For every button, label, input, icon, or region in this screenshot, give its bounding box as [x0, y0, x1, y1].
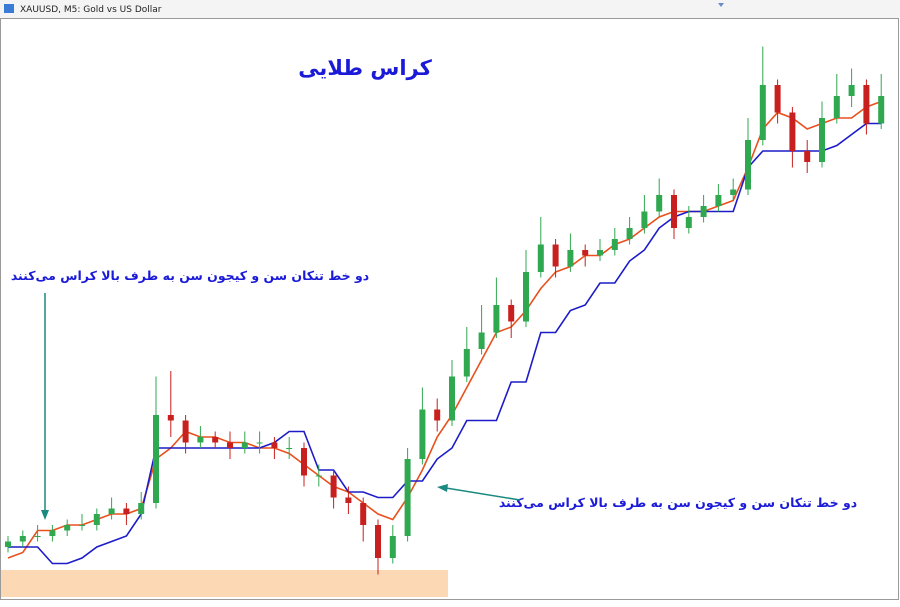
chart-frame	[0, 18, 899, 600]
window-title: XAUUSD, M5: Gold vs US Dollar	[20, 5, 162, 15]
candle-body	[182, 420, 189, 443]
candle-body	[878, 96, 885, 124]
candle-body	[389, 536, 396, 558]
candle-body	[5, 541, 11, 547]
candle-body	[671, 195, 677, 228]
candle-body	[759, 85, 766, 140]
arrow-head	[437, 484, 448, 492]
candle-body	[774, 85, 781, 113]
candle-body	[271, 442, 278, 448]
candle-body	[153, 415, 159, 503]
candle-body	[286, 448, 293, 449]
candle-body	[537, 244, 544, 272]
candle-body	[256, 442, 263, 444]
candle-body	[212, 437, 219, 443]
candle-body	[315, 475, 322, 477]
candle-body	[360, 503, 367, 525]
candle-body	[789, 112, 796, 151]
candle-body	[434, 409, 441, 421]
candle-body	[582, 250, 589, 256]
candle-body	[848, 85, 855, 96]
candle-body	[730, 189, 737, 195]
candle-body	[241, 442, 248, 448]
candle-body	[715, 195, 722, 206]
candle-body	[167, 415, 174, 421]
annotation: دو خط تنکان سن و کیجون سن به طرف بالا کر…	[499, 495, 857, 510]
candle-body	[345, 497, 352, 503]
candle-body	[611, 239, 618, 250]
candle-body	[804, 151, 811, 162]
candle-body	[523, 272, 529, 322]
candle-body	[64, 525, 71, 531]
candle-body	[404, 459, 411, 536]
candle-body	[478, 332, 485, 349]
candle-body	[567, 250, 574, 267]
candle-body	[19, 536, 26, 542]
dropdown-icon	[718, 3, 724, 7]
candle-body	[449, 376, 455, 421]
candle-body	[626, 228, 633, 239]
candle-body	[863, 85, 870, 124]
candle-body	[700, 206, 707, 217]
candle-body	[108, 508, 115, 514]
candle-body	[123, 508, 130, 514]
candle-body	[656, 195, 663, 212]
candle-body	[463, 349, 470, 377]
window-icon	[4, 4, 14, 13]
arrow-head	[41, 510, 49, 520]
title-bar	[0, 0, 900, 18]
candle-body	[833, 96, 840, 118]
candle-body	[419, 409, 426, 459]
candle-body	[641, 211, 648, 228]
candle-body	[227, 442, 233, 448]
candle-body	[49, 530, 56, 536]
candle-body	[138, 503, 145, 514]
candle-body	[375, 525, 381, 558]
candle-body	[745, 140, 751, 190]
candle-body	[330, 475, 337, 498]
candle-body	[508, 305, 515, 322]
chart-title: کراس طلایی	[298, 56, 432, 80]
candle-body	[819, 118, 825, 162]
candle-body	[34, 536, 41, 537]
plot	[5, 46, 885, 575]
candle-body	[197, 437, 204, 443]
arrow	[445, 487, 521, 501]
candle-body	[685, 217, 692, 228]
candle-body	[301, 448, 307, 476]
candle-body	[552, 244, 559, 267]
support-zone	[1, 570, 448, 597]
candle-body	[79, 525, 85, 526]
candle-body	[493, 305, 500, 333]
candle-body	[93, 514, 100, 525]
annotation: دو خط تنکان سن و کیجون سن به طرف بالا کر…	[11, 268, 369, 283]
candle-body	[597, 250, 603, 256]
